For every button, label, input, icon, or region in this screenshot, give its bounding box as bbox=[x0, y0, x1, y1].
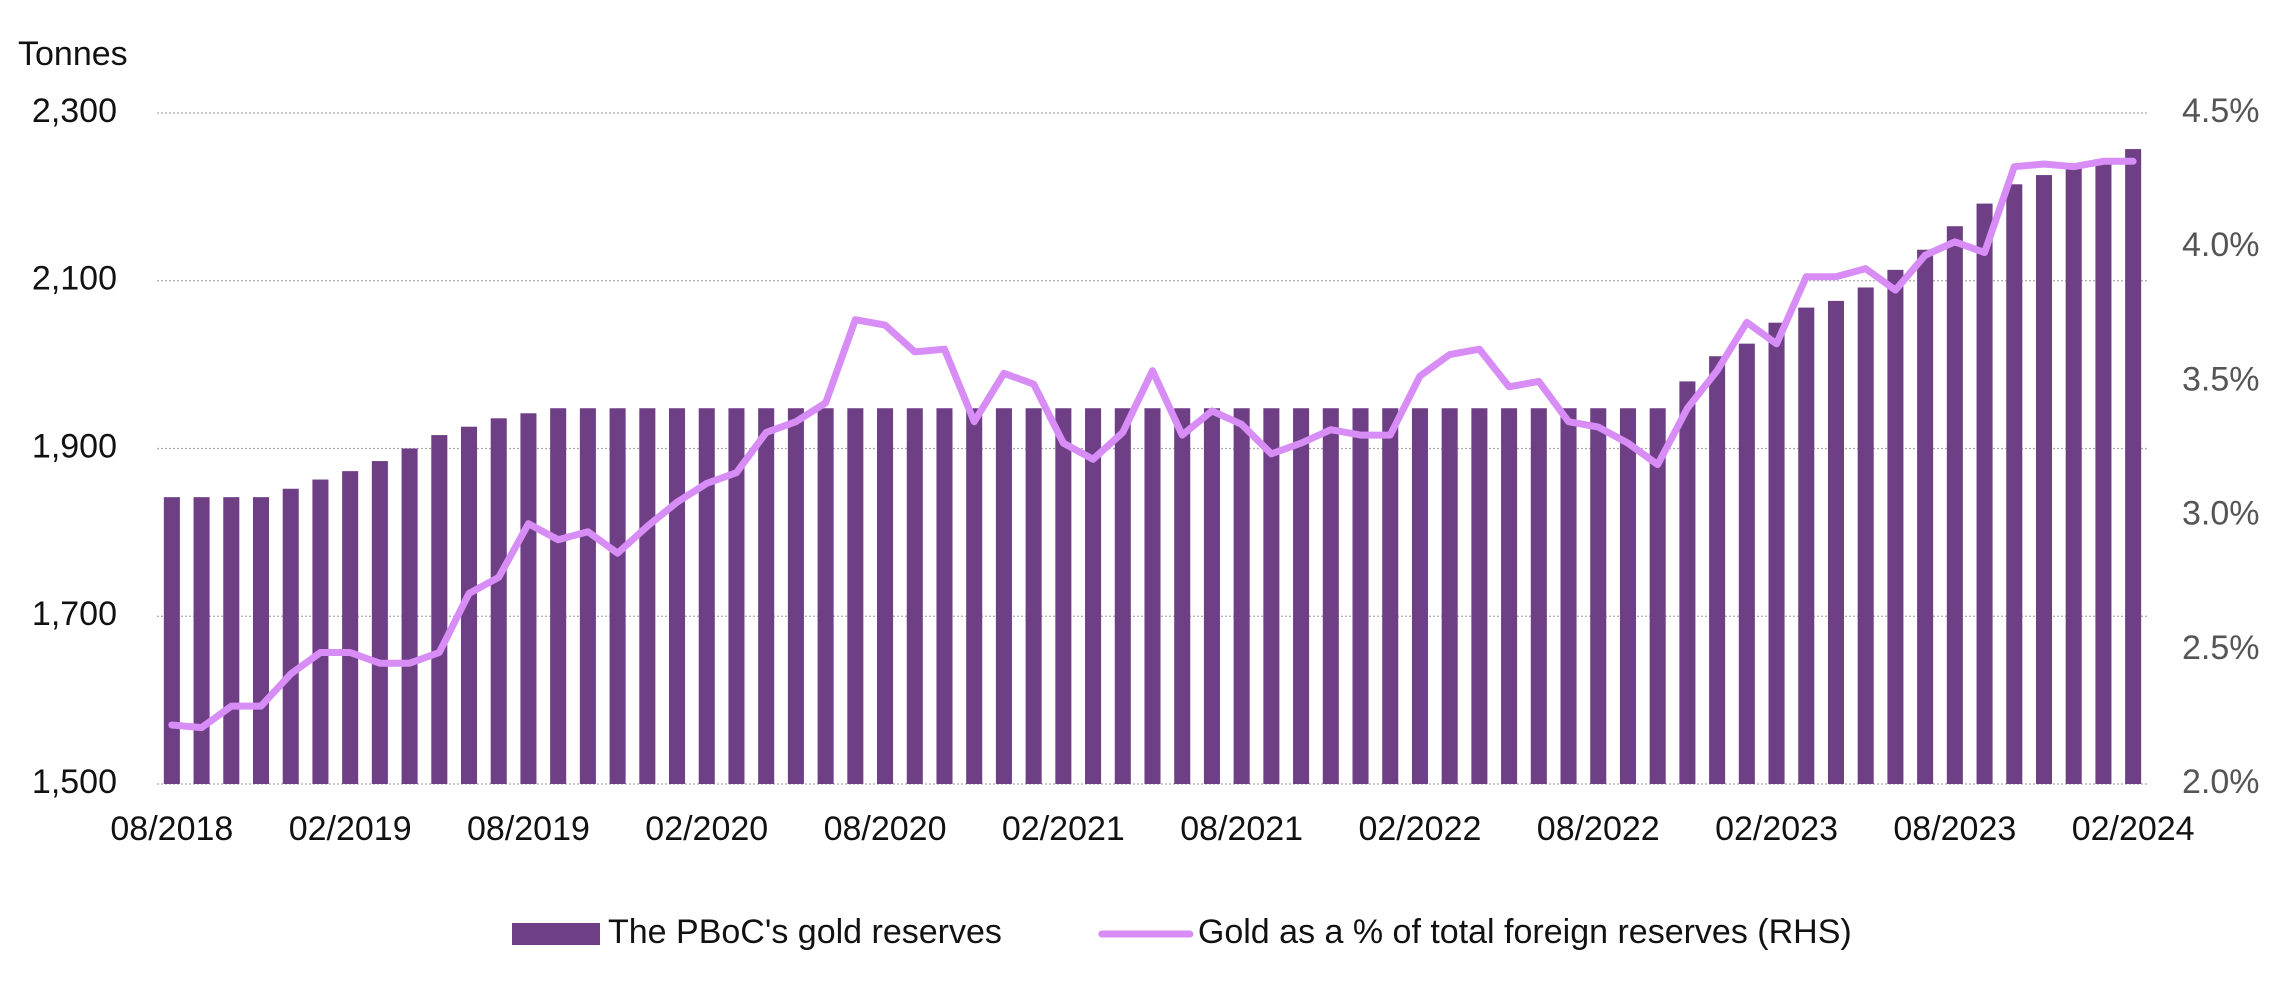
bar bbox=[579, 408, 596, 784]
bar bbox=[193, 497, 210, 784]
bar bbox=[1709, 356, 1726, 784]
bar bbox=[252, 497, 270, 784]
y-tick-label: 1,900 bbox=[32, 427, 117, 465]
bar bbox=[2095, 159, 2112, 785]
y-axis-label: Tonnes bbox=[18, 35, 128, 73]
bar bbox=[1411, 408, 1428, 784]
line bbox=[168, 157, 2137, 732]
x-tick-label: 02/2024 bbox=[2072, 810, 2195, 848]
bar bbox=[2035, 175, 2053, 784]
x-tick-label: 02/2022 bbox=[1358, 810, 1481, 848]
bar bbox=[342, 471, 359, 784]
bar bbox=[1144, 408, 1161, 784]
bar bbox=[1203, 408, 1220, 784]
bar bbox=[1114, 408, 1131, 784]
bar bbox=[1857, 287, 1874, 784]
bar bbox=[1768, 322, 1785, 784]
bar bbox=[490, 418, 507, 784]
bar bbox=[1055, 408, 1072, 784]
y2-tick-label: 4.0% bbox=[2182, 226, 2260, 264]
bar bbox=[936, 408, 953, 784]
bar bbox=[609, 408, 626, 784]
bar bbox=[282, 488, 299, 784]
x-tick-label: 02/2019 bbox=[289, 810, 412, 848]
y-tick-label: 1,700 bbox=[32, 595, 117, 633]
bar bbox=[698, 408, 715, 784]
bar bbox=[669, 408, 686, 784]
bar bbox=[1946, 226, 1963, 784]
bar bbox=[431, 435, 448, 784]
bar bbox=[787, 408, 804, 784]
bar bbox=[1085, 408, 1102, 784]
bar bbox=[1382, 408, 1399, 784]
bar bbox=[906, 408, 923, 784]
bar bbox=[1233, 408, 1250, 784]
bar bbox=[1649, 408, 1666, 784]
legend-swatch bbox=[512, 923, 600, 945]
bar bbox=[2125, 149, 2142, 784]
bar bbox=[1530, 408, 1547, 784]
bar bbox=[847, 408, 864, 784]
x-tick-label: 08/2018 bbox=[110, 810, 233, 848]
bar bbox=[728, 408, 745, 784]
bar bbox=[966, 408, 983, 784]
x-tick-label: 08/2020 bbox=[824, 810, 947, 848]
bar bbox=[1174, 408, 1191, 784]
bar bbox=[401, 448, 418, 784]
bar bbox=[1827, 300, 1845, 784]
bar bbox=[550, 408, 567, 784]
y-tick-label: 2,300 bbox=[32, 92, 117, 130]
bar bbox=[2065, 167, 2082, 785]
y2-tick-label: 2.5% bbox=[2182, 629, 2260, 667]
x-tick-label: 02/2020 bbox=[645, 810, 768, 848]
bar bbox=[1025, 408, 1042, 784]
y2-tick-label: 2.0% bbox=[2182, 763, 2260, 801]
bar bbox=[1441, 408, 1458, 784]
x-tick-label: 08/2019 bbox=[467, 810, 590, 848]
bar bbox=[371, 461, 388, 784]
bar bbox=[1560, 408, 1577, 784]
bar bbox=[520, 413, 537, 784]
bar bbox=[1679, 381, 1696, 784]
bar bbox=[1263, 408, 1280, 784]
bar bbox=[1322, 408, 1339, 784]
x-tick-label: 02/2021 bbox=[1002, 810, 1125, 848]
bar bbox=[1352, 408, 1369, 784]
y2-tick-label: 3.5% bbox=[2182, 360, 2260, 398]
y-tick-label: 2,100 bbox=[32, 260, 117, 298]
bar bbox=[1798, 307, 1815, 784]
bar bbox=[1887, 269, 1904, 784]
x-tick-label: 08/2023 bbox=[1893, 810, 2016, 848]
x-tick-label: 08/2022 bbox=[1537, 810, 1660, 848]
bar bbox=[460, 426, 478, 784]
y2-tick-label: 4.5% bbox=[2182, 92, 2260, 130]
legend-label: The PBoC's gold reserves bbox=[608, 913, 1002, 951]
bar bbox=[1619, 408, 1636, 784]
x-tick-label: 08/2021 bbox=[1180, 810, 1303, 848]
bar bbox=[223, 497, 240, 784]
bar bbox=[2006, 184, 2023, 784]
x-tick-label: 02/2023 bbox=[1715, 810, 1838, 848]
bar bbox=[758, 408, 775, 784]
bar bbox=[1471, 408, 1488, 784]
bar bbox=[1590, 408, 1607, 784]
bar bbox=[312, 479, 329, 784]
y2-tick-label: 3.0% bbox=[2182, 495, 2260, 533]
bar bbox=[877, 408, 894, 784]
bar bbox=[163, 497, 180, 784]
bar bbox=[995, 408, 1012, 784]
bar bbox=[1501, 408, 1518, 784]
bar bbox=[1293, 408, 1310, 784]
bar bbox=[817, 408, 834, 784]
legend-label: Gold as a % of total foreign reserves (R… bbox=[1198, 913, 1852, 951]
bar bbox=[1976, 203, 1993, 784]
y-tick-label: 1,500 bbox=[32, 763, 117, 801]
bar bbox=[639, 408, 656, 784]
bar bbox=[1738, 343, 1755, 784]
bar bbox=[1917, 249, 1934, 784]
